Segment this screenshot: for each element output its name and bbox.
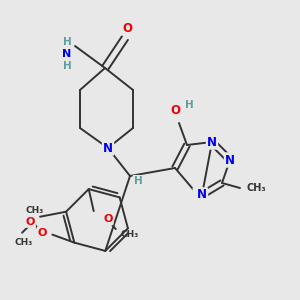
Text: N: N [197, 188, 207, 202]
Text: N: N [62, 49, 72, 59]
Text: CH₃: CH₃ [121, 230, 139, 238]
Text: H: H [63, 37, 71, 47]
Text: CH₃: CH₃ [25, 206, 44, 215]
Text: O: O [103, 214, 112, 224]
Text: CH₃: CH₃ [15, 238, 33, 247]
Text: H: H [63, 61, 71, 71]
Text: CH₃: CH₃ [246, 183, 266, 193]
Text: S: S [194, 188, 202, 202]
Text: N: N [225, 154, 235, 166]
Text: H: H [134, 176, 142, 186]
Text: N: N [207, 136, 217, 148]
Text: O: O [170, 104, 180, 118]
Text: H: H [184, 100, 194, 110]
Text: N: N [103, 142, 113, 154]
Text: O: O [122, 22, 132, 34]
Text: O: O [38, 228, 47, 238]
Text: O: O [26, 217, 35, 227]
